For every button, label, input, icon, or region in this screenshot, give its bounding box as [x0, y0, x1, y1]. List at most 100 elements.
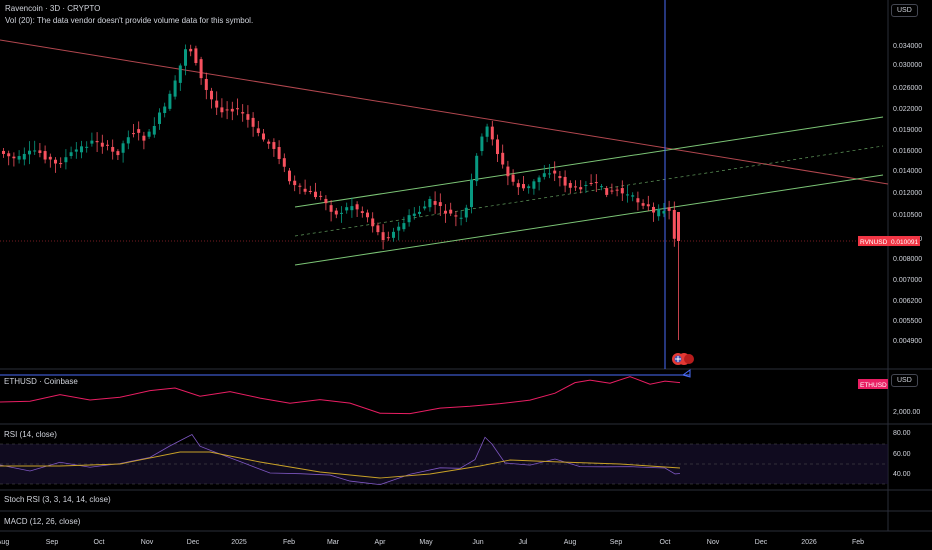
compare-arrow-icon[interactable]	[681, 369, 691, 378]
candle-body	[64, 157, 68, 163]
candle-body	[12, 156, 16, 159]
candle-body	[168, 93, 172, 109]
compare-line	[0, 376, 681, 415]
candle-body	[137, 129, 141, 133]
candle-body	[277, 147, 281, 159]
time-axis-label: 2026	[801, 539, 817, 546]
candle-body	[251, 117, 255, 127]
rsi-pane-label[interactable]: RSI (14, close)	[4, 430, 57, 439]
price-axis-label: 0.022000	[893, 106, 922, 113]
candle-body	[600, 186, 603, 188]
candle-body	[355, 204, 359, 210]
compare-pane-label[interactable]: ETHUSD · Coinbase	[4, 377, 78, 386]
time-axis-label: Mar	[327, 539, 340, 546]
candle-body	[516, 183, 520, 188]
channel-middle-line[interactable]	[294, 145, 884, 237]
candle-body	[204, 78, 208, 90]
price-axis-label: 0.004900	[893, 338, 922, 345]
candle-body	[568, 183, 572, 188]
time-axis-label: Nov	[141, 539, 154, 546]
candle-body	[152, 125, 156, 135]
candle-body	[589, 182, 593, 184]
last-price-badge: RVNUSD 0.010091	[858, 236, 920, 246]
last-price-symbol: RVNUSD	[860, 239, 888, 246]
time-axis-label: Dec	[187, 539, 200, 546]
candle-body	[496, 139, 499, 155]
candle-body	[334, 210, 338, 215]
candle-body	[558, 176, 562, 179]
candle-body	[262, 133, 265, 140]
candle-body	[298, 185, 302, 187]
candle-body	[641, 203, 645, 206]
candle-body	[522, 184, 525, 189]
macd-pane-label[interactable]: MACD (12, 26, close)	[4, 517, 81, 526]
candle-body	[7, 153, 11, 157]
price-axis-label: 0.016000	[893, 148, 922, 155]
candle-body	[350, 206, 354, 211]
candle-body	[158, 112, 161, 124]
time-axis-label: Aug	[564, 539, 577, 546]
candle-body	[594, 182, 598, 184]
candle-body	[438, 202, 442, 207]
time-axis-label: Feb	[283, 539, 295, 546]
candle-body	[230, 108, 234, 112]
candle-body	[220, 107, 224, 113]
candle-body	[537, 177, 541, 183]
candle-body	[256, 128, 260, 133]
time-axis-label: Oct	[94, 539, 105, 546]
candle-body	[386, 237, 390, 239]
candle-body	[80, 146, 83, 153]
candle-body	[236, 108, 239, 110]
candle-body	[324, 198, 328, 204]
candle-body	[85, 146, 89, 148]
candle-body	[28, 150, 31, 155]
price-axis[interactable]: 0.034000 0.030000 0.026000 0.022000 0.019000…	[893, 43, 922, 345]
candle-body	[626, 194, 629, 196]
channel-upper-line[interactable]	[294, 116, 884, 208]
candle-body	[293, 180, 297, 186]
time-axis[interactable]: Aug Sep Oct Nov Dec 2025 Feb Mar Apr May Jun Jul Aug…	[0, 539, 864, 546]
candle-body	[345, 207, 349, 211]
candle-body	[542, 173, 546, 177]
candle-body	[2, 150, 5, 154]
candle-body	[418, 211, 421, 214]
price-axis-label: 0.010500	[893, 212, 922, 219]
currency-button[interactable]: USD	[891, 4, 918, 17]
candle-body	[116, 151, 120, 156]
candle-body	[319, 195, 323, 197]
events-flag-icon[interactable]	[672, 353, 694, 365]
time-axis-label: Nov	[707, 539, 720, 546]
descending-trendline[interactable]	[0, 39, 889, 185]
time-axis-label: Dec	[755, 539, 768, 546]
candle-body	[308, 190, 312, 192]
candle-body	[282, 158, 286, 167]
candle-body	[90, 140, 94, 144]
compare-currency-button[interactable]: USD	[891, 374, 918, 387]
candle-body	[579, 187, 583, 190]
time-axis-label: Oct	[660, 539, 671, 546]
symbol-title[interactable]: Ravencoin · 3D · CRYPTO	[5, 4, 101, 13]
candle-body	[631, 195, 635, 197]
candle-body	[574, 186, 577, 188]
candle-body	[246, 114, 250, 120]
time-axis-label: May	[419, 539, 433, 546]
price-axis-label: 0.030000	[893, 62, 922, 69]
candle-body	[677, 212, 680, 241]
time-axis-label: Jul	[519, 539, 528, 546]
time-axis-label: Jun	[472, 539, 483, 546]
candle-body	[490, 126, 494, 140]
candle-body	[22, 153, 26, 160]
candle-body	[662, 211, 666, 214]
candle-body	[485, 126, 489, 137]
candle-body	[423, 206, 427, 209]
price-axis-label: 0.012000	[893, 190, 922, 197]
price-axis-label: 0.008000	[893, 256, 922, 263]
candle-body	[360, 211, 364, 213]
price-axis-label: 0.019000	[893, 127, 922, 134]
channel-lower-line[interactable]	[294, 174, 884, 266]
candle-body	[501, 152, 505, 165]
candle-body	[511, 174, 515, 182]
candle-body	[178, 65, 182, 83]
stoch-rsi-pane-label[interactable]: Stoch RSI (3, 3, 14, 14, close)	[4, 495, 111, 504]
